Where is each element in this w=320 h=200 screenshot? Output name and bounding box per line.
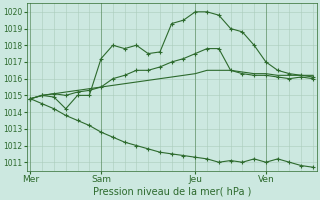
- X-axis label: Pression niveau de la mer( hPa ): Pression niveau de la mer( hPa ): [92, 187, 251, 197]
